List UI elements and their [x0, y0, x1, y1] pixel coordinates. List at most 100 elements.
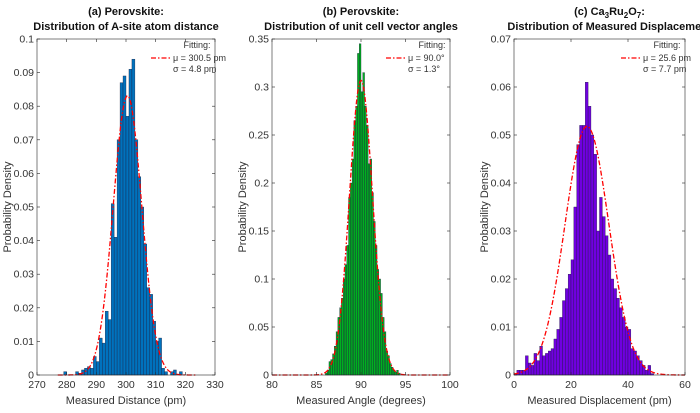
y-tick-label: 0.08 — [14, 101, 35, 113]
legend-entry: σ = 1.3° — [408, 64, 440, 74]
histogram-bar — [559, 317, 563, 376]
x-tick-label: 310 — [147, 379, 165, 391]
y-tick-label: 0.06 — [491, 82, 512, 94]
histogram-bar — [587, 106, 592, 376]
histogram-bar — [90, 368, 94, 376]
chart-title-line: Distribution of unit cell vector angles — [264, 21, 458, 33]
chart-title-line: (b) Perovskite: — [323, 6, 399, 18]
histogram-bar — [610, 278, 614, 376]
y-tick-label: 0.25 — [249, 130, 270, 142]
y-tick-label: 0.03 — [14, 269, 35, 281]
y-tick-label: 0.2 — [254, 178, 269, 190]
y-tick-label: 0 — [28, 370, 34, 382]
histogram-bar — [570, 259, 575, 376]
title-text: Ru — [609, 6, 624, 18]
histogram-bar — [350, 182, 353, 376]
histogram-bar — [550, 348, 555, 376]
histogram-bar — [357, 53, 360, 376]
histogram-bar — [341, 298, 344, 376]
histogram-bar — [530, 365, 535, 376]
legend-entry: μ = 90.0° — [408, 53, 445, 63]
axes-box — [513, 38, 686, 376]
x-tick-label: 40 — [622, 379, 634, 391]
histogram-bar — [630, 348, 634, 376]
x-axis-label: Measured Distance (pm) — [66, 395, 186, 407]
histogram-bar — [579, 125, 583, 376]
title-text: O — [628, 6, 637, 18]
chart-title-line: Distribution of Measured Displacement — [507, 21, 700, 33]
histogram-bar — [134, 139, 139, 376]
histogram-bar — [593, 154, 597, 376]
histogram-bar — [545, 353, 549, 376]
histogram-bar — [143, 243, 147, 376]
histogram-bar — [105, 310, 109, 376]
histogram-bar — [369, 158, 372, 376]
histogram-bar — [344, 264, 347, 376]
histogram-bar — [633, 350, 637, 376]
histogram-bar — [382, 317, 385, 376]
histogram-bar — [99, 337, 103, 376]
histogram-bar — [335, 331, 339, 376]
histogram-bar — [371, 192, 374, 376]
chart-title-line: Distribution of A-site atom distance — [33, 21, 218, 33]
y-tick-label: 0 — [505, 370, 511, 382]
histogram-bar — [96, 361, 100, 376]
histogram-bar — [644, 370, 649, 376]
y-axis-label: Probability Density — [479, 161, 491, 253]
histogram-bar — [152, 321, 156, 376]
histogram-bar — [146, 287, 150, 376]
histogram-bar — [607, 254, 612, 376]
title-text: (c) Ca — [574, 6, 605, 18]
histogram-bar — [359, 43, 362, 376]
y-tick-label: 0.04 — [14, 235, 35, 247]
y-tick-label: 0.05 — [14, 202, 35, 214]
histogram-bar — [348, 197, 351, 376]
y-tick-label: 0.07 — [14, 134, 35, 146]
histogram-bar — [599, 197, 603, 376]
histogram-bar — [576, 144, 580, 376]
x-tick-label: 290 — [88, 379, 106, 391]
title-text: Distribution of A-site atom distance — [33, 21, 218, 33]
y-tick-label: 0.01 — [491, 322, 512, 334]
histogram-bar — [110, 203, 115, 376]
y-tick-label: 0.01 — [14, 336, 35, 348]
histogram-bar — [582, 125, 586, 376]
histogram-bar — [332, 353, 335, 376]
legend: Fitting: μ = 90.0°σ = 1.3° — [386, 40, 446, 74]
x-tick-label: 95 — [400, 379, 412, 391]
title-text: (a) Perovskite: — [88, 6, 164, 18]
y-tick-label: 0.03 — [491, 226, 512, 238]
title-text: Distribution of Measured Displacement — [507, 21, 700, 33]
histogram-bar — [573, 206, 577, 376]
histogram-bar — [380, 293, 383, 376]
histogram-bar — [161, 368, 165, 376]
y-tick-label: 0.3 — [254, 82, 269, 94]
legend: Fitting: μ = 300.5 pmσ = 4.8 pm — [151, 40, 226, 74]
x-tick-label: 80 — [266, 379, 278, 391]
histogram-bar — [137, 176, 142, 376]
y-axis-label: Probability Density — [2, 161, 14, 253]
histogram-bar — [562, 300, 566, 376]
histogram-bar — [131, 58, 136, 376]
y-tick-label: 0.02 — [14, 302, 35, 314]
x-tick-label: 60 — [679, 379, 691, 391]
histogram-bar — [337, 317, 340, 376]
title-text: : — [641, 6, 645, 18]
histogram-bar — [385, 350, 388, 376]
histogram-bar — [565, 288, 569, 376]
histogram-bar — [536, 360, 540, 376]
histogram-bar — [351, 158, 355, 376]
x-tick-label: 330 — [206, 379, 224, 391]
histogram-bar — [525, 355, 529, 376]
title-subscript: 3 — [605, 11, 610, 20]
histogram-bar — [613, 288, 617, 376]
histogram-bar — [339, 307, 342, 376]
histogram-bar — [548, 350, 552, 376]
histogram-bar — [122, 75, 127, 376]
histogram-bar — [602, 216, 606, 376]
histogram-bar — [364, 106, 367, 376]
legend-entry: σ = 4.8 pm — [173, 64, 216, 74]
histogram-bar — [624, 326, 629, 376]
histogram-bar — [556, 329, 560, 376]
